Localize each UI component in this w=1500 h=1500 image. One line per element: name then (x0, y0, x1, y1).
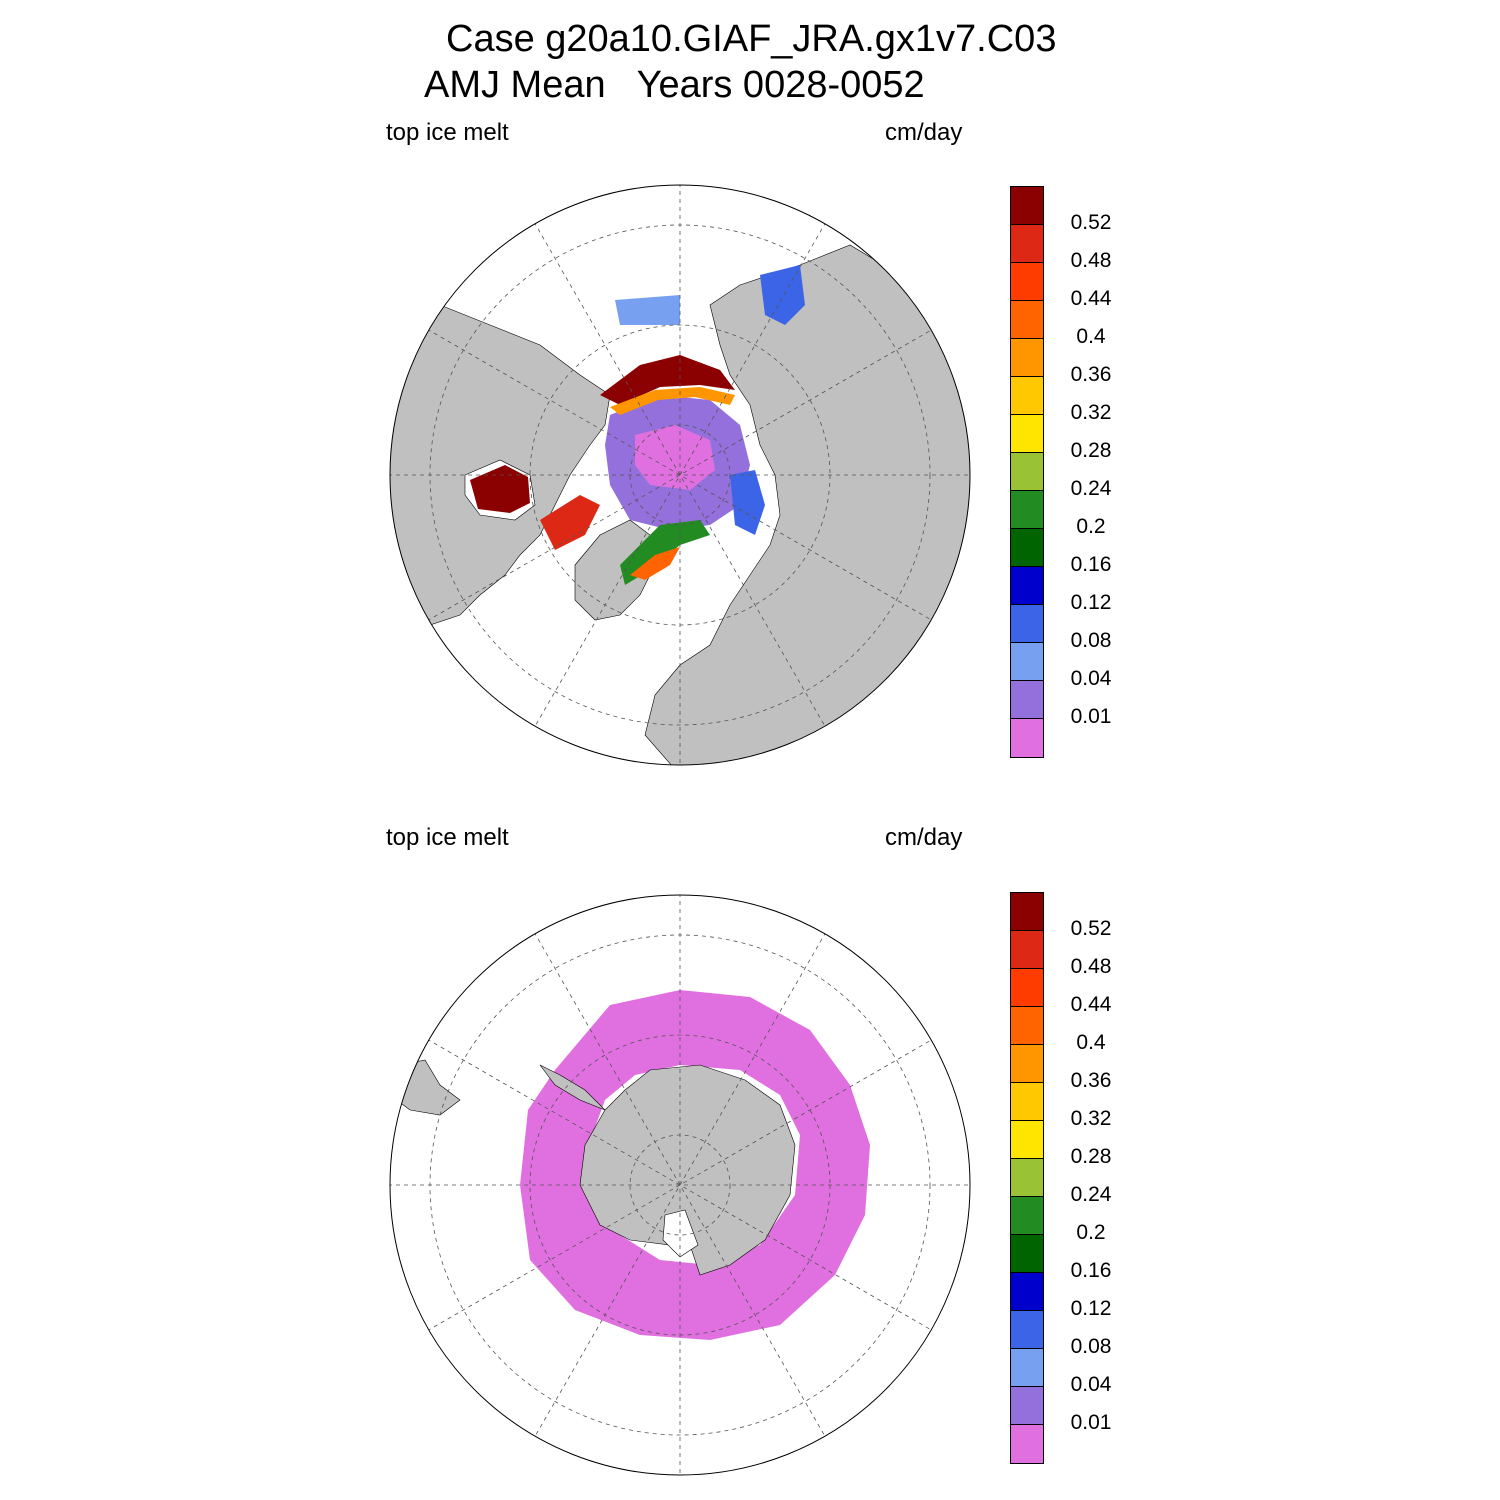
southern-ocean-minimal-melt-ring (520, 990, 870, 1340)
figure-title-line1: Case g20a10.GIAF_JRA.gx1v7.C03 (446, 18, 1057, 60)
colorbar-swatch (1011, 1083, 1043, 1121)
north-colorbar: 0.52 0.48 0.44 0.4 0.36 0.32 0.28 0.24 0.2 0.16 0.… (1010, 186, 1111, 758)
colorbar-tick-label: 0.12 (1070, 1297, 1112, 1320)
colorbar-swatch (1011, 1197, 1043, 1235)
colorbar-swatch (1011, 225, 1043, 263)
colorbar-swatch (1011, 969, 1043, 1007)
figure-title-line2: AMJ Mean Years 0028-0052 (424, 64, 925, 106)
colorbar-tick-label: 0.08 (1070, 1335, 1112, 1358)
colorbar-tick-label: 0.44 (1070, 287, 1112, 310)
colorbar-swatch (1011, 681, 1043, 719)
colorbar-swatch (1011, 643, 1043, 681)
colorbar-swatch (1011, 1121, 1043, 1159)
north-units-label: cm/day (885, 119, 963, 146)
bering-melt (615, 295, 680, 325)
colorbar-tick-label: 0.08 (1070, 629, 1112, 652)
colorbar-swatch (1011, 1425, 1043, 1463)
colorbar-swatch (1011, 1159, 1043, 1197)
colorbar-swatch (1011, 1349, 1043, 1387)
colorbar-tick-label: 0.36 (1070, 363, 1112, 386)
colorbar-tick-label: 0.16 (1070, 1259, 1112, 1282)
baffin-high-melt (540, 495, 600, 550)
colorbar-tick-label: 0.52 (1070, 211, 1112, 234)
colorbar-swatch (1011, 931, 1043, 969)
barents-melt-orange (630, 547, 680, 580)
south-variable-label: top ice melt (386, 824, 509, 851)
colorbar-tick-label: 0.01 (1070, 705, 1112, 728)
colorbar-swatch (1011, 893, 1043, 931)
colorbar-swatch (1011, 719, 1043, 757)
greenland-land (574, 519, 656, 621)
siberian-shelf-gradient (610, 387, 735, 415)
colorbar-swatch (1011, 491, 1043, 529)
colorbar-tick-label: 0.24 (1070, 477, 1112, 500)
south-polar-map (389, 894, 971, 1476)
colorbar-swatch (1011, 1235, 1043, 1273)
ross-sea-water (662, 1209, 699, 1258)
colorbar-tick-label: 0.12 (1070, 591, 1112, 614)
colorbar-tick-label: 0.36 (1070, 1069, 1112, 1092)
central-arctic-minimal-melt (635, 425, 715, 490)
colorbar-swatch (1011, 605, 1043, 643)
colorbar-tick-label: 0.4 (1076, 1031, 1106, 1054)
colorbar-tick-label: 0.2 (1076, 1221, 1106, 1244)
colorbar-tick-label: 0.28 (1070, 1145, 1112, 1168)
colorbar-tick-label: 0.32 (1070, 401, 1112, 424)
colorbar-swatch (1011, 187, 1043, 225)
colorbar-swatch (1011, 1273, 1043, 1311)
colorbar-swatch (1011, 301, 1043, 339)
colorbar-tick-label: 0.4 (1076, 325, 1106, 348)
north-panel: top ice melt cm/day (0, 0, 1500, 766)
south-panel: top ice melt cm/day (0, 705, 1500, 1476)
colorbar-tick-label: 0.04 (1070, 667, 1112, 690)
colorbar-tick-label: 0.24 (1070, 1183, 1112, 1206)
colorbar-swatch (1011, 529, 1043, 567)
colorbar-swatch (1011, 339, 1043, 377)
north-polar-map (389, 184, 971, 766)
colorbar-swatch (1011, 453, 1043, 491)
colorbar-swatch (1011, 263, 1043, 301)
colorbar-tick-label: 0.32 (1070, 1107, 1112, 1130)
colorbar-tick-label: 0.01 (1070, 1411, 1112, 1434)
hudson-bay-high-melt (470, 465, 530, 513)
colorbar-swatch (1011, 567, 1043, 605)
colorbar-tick-label: 0.48 (1070, 955, 1112, 978)
colorbar-tick-label: 0.28 (1070, 439, 1112, 462)
colorbar-tick-label: 0.2 (1076, 515, 1106, 538)
colorbar-tick-label: 0.04 (1070, 1373, 1112, 1396)
nordic-blue-melt (730, 470, 765, 535)
colorbar-swatch (1011, 377, 1043, 415)
colorbar-swatch (1011, 1311, 1043, 1349)
colorbar-swatch (1011, 1045, 1043, 1083)
colorbar-swatch (1011, 1387, 1043, 1425)
north-variable-label: top ice melt (386, 119, 509, 146)
colorbar-tick-label: 0.16 (1070, 553, 1112, 576)
south-units-label: cm/day (885, 824, 963, 851)
antarctic-peninsula-land (539, 1064, 606, 1111)
colorbar-swatch (1011, 1007, 1043, 1045)
okhotsk-melt (760, 265, 805, 325)
colorbar-tick-label: 0.48 (1070, 249, 1112, 272)
colorbar-tick-label: 0.44 (1070, 993, 1112, 1016)
siberian-shelf-high-melt (600, 355, 735, 405)
colorbar-swatch (1011, 415, 1043, 453)
colorbar-tick-label: 0.52 (1070, 917, 1112, 940)
south-colorbar: 0.52 0.48 0.44 0.4 0.36 0.32 0.28 0.24 0.2 0.16 0.… (1010, 892, 1111, 1464)
